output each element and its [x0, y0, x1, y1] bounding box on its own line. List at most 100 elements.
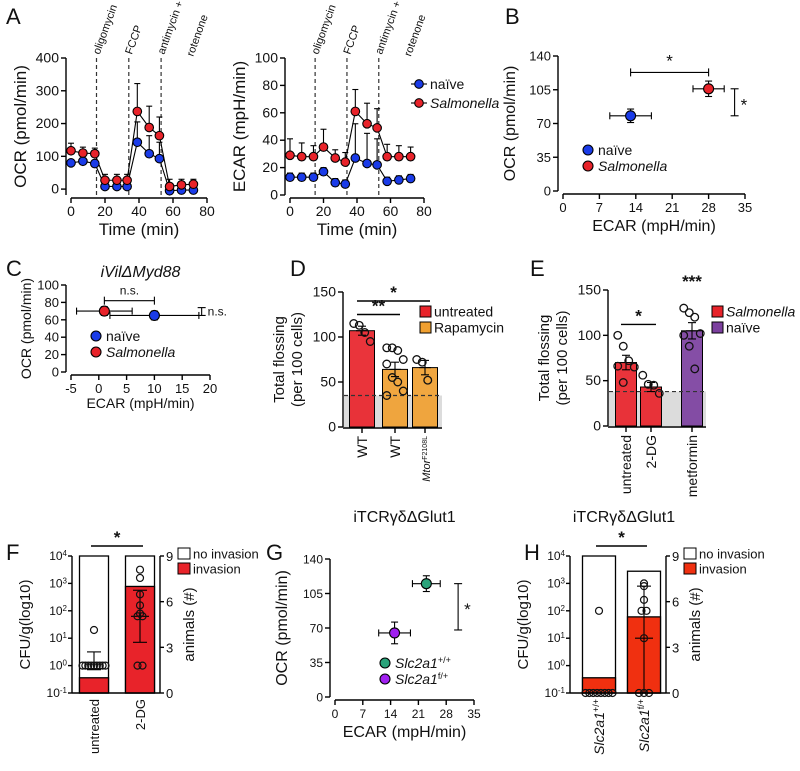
data-point-salmonella	[176, 179, 187, 190]
significance-label: *	[618, 528, 625, 547]
data-dot	[654, 388, 664, 398]
data-point-naive	[66, 158, 76, 168]
y2-tick-label: 0	[166, 686, 173, 701]
y-tick-label: 104	[547, 549, 565, 564]
data-point-salmonella	[112, 175, 122, 186]
x-tick-label: 7	[359, 707, 366, 721]
legend-text: naïve	[598, 142, 632, 158]
legend-label: naïve	[598, 142, 632, 158]
bar	[681, 330, 703, 427]
category-text: metformin	[684, 435, 700, 497]
y-tick-label: 10-1	[545, 686, 566, 701]
data-dot	[638, 370, 648, 380]
legend-label: Salmonella	[106, 344, 175, 360]
data-point-salmonella	[362, 118, 372, 129]
data-dot	[690, 312, 700, 322]
y2-tick-label: 9	[672, 549, 679, 564]
y-tick-label: 150	[313, 284, 337, 300]
legend-swatch	[711, 321, 724, 334]
data-point-naive	[154, 153, 165, 164]
data-dot	[365, 337, 375, 346]
data-dot	[594, 606, 604, 615]
data-dot	[354, 320, 364, 330]
y-tick-label: 20	[45, 347, 59, 362]
y-tick-label: 104	[49, 549, 67, 564]
data-point-naive	[372, 160, 382, 170]
x-axis-label: ECAR (mpH/min)	[343, 724, 467, 741]
legend-swatch	[177, 562, 191, 575]
tick-base: 10	[47, 686, 61, 700]
data-point-naive	[285, 172, 295, 183]
data-dot	[84, 661, 93, 670]
tick-base: 10	[49, 604, 63, 618]
data-dot	[133, 661, 142, 670]
data-dot	[95, 661, 104, 670]
y-tick-label: 0	[52, 365, 59, 380]
y-tick-label: 0	[328, 419, 336, 435]
significance-label: *	[390, 283, 397, 302]
panel-letter: H	[524, 540, 540, 565]
tick-base: 10	[49, 631, 63, 645]
legend-label: no invasion	[193, 547, 259, 562]
y-tick-label: 100	[578, 327, 602, 343]
tick-base: 10	[547, 549, 561, 563]
y2-axis-label: animals (#)	[687, 587, 704, 661]
y-axis-label: Total flossing	[271, 316, 288, 403]
y-tick-label: 102	[49, 603, 67, 618]
tick-exponent: 2	[561, 603, 566, 612]
y-tick-label: 100	[37, 278, 59, 293]
data-point-salmonella	[350, 106, 361, 117]
legend-label: Slc2a1f/+	[395, 671, 448, 687]
tick-base: 10	[49, 549, 63, 563]
x-category-label: Slc2a1f/+	[636, 699, 652, 752]
y-tick-label: 40	[262, 132, 278, 148]
data-dot	[135, 601, 145, 610]
y-tick-label: 100	[49, 658, 67, 673]
category-superscript: F2108L	[422, 436, 429, 460]
x-category-label: untreated	[87, 699, 102, 754]
data-dot	[624, 356, 634, 366]
x-tick-label: 5	[123, 381, 130, 396]
y-tick-label: 70	[310, 622, 324, 636]
y-tick-label: 50	[585, 372, 601, 388]
data-point-naive	[340, 179, 351, 189]
y2-tick-label: 3	[672, 640, 679, 655]
significance-label: *	[666, 51, 673, 70]
legend-text: Salmonella	[598, 158, 667, 174]
tick-exponent: 3	[561, 576, 566, 585]
data-dot	[637, 606, 646, 615]
legend-text: Slc2a1	[395, 671, 438, 687]
x-tick-label: 21	[665, 200, 679, 215]
legend-label: invasion	[193, 562, 241, 577]
x-category-label: MtorF2108L	[421, 436, 433, 482]
y-tick-label: 20	[262, 159, 278, 175]
x-tick-label: 0	[67, 203, 75, 219]
y-tick-label: 300	[36, 82, 60, 98]
y-tick-label: 35	[310, 656, 324, 670]
legend-marker	[90, 346, 102, 358]
x-tick-label: 28	[701, 200, 715, 215]
y-axis-label: ECAR (mpH/min)	[230, 61, 249, 192]
y-tick-label: 400	[36, 50, 60, 66]
y-tick-label: 0	[316, 691, 323, 705]
legend-marker	[414, 98, 424, 108]
bar-no-invasion	[581, 555, 617, 694]
legend-swatch	[419, 305, 432, 318]
y-tick-label: 140	[529, 49, 551, 64]
injection-label: FCCP	[123, 24, 145, 56]
legend-label: Salmonella	[726, 304, 795, 320]
y-tick-label: 101	[49, 631, 67, 646]
legend-superscript: +/+	[438, 655, 451, 665]
data-dot	[87, 661, 96, 670]
significance-label: ***	[682, 272, 702, 291]
x-category-label: WT	[387, 436, 403, 458]
x-axis-label: ECAR (mpH/min)	[592, 218, 716, 235]
panel-letter: B	[505, 4, 520, 29]
data-dot	[382, 391, 392, 400]
bar-no-invasion	[78, 555, 110, 694]
bar-invasion	[78, 677, 110, 694]
data-point-naive	[296, 172, 307, 183]
panel-letter: A	[6, 4, 21, 29]
bar	[382, 368, 408, 428]
tick-exponent: -1	[558, 686, 566, 695]
